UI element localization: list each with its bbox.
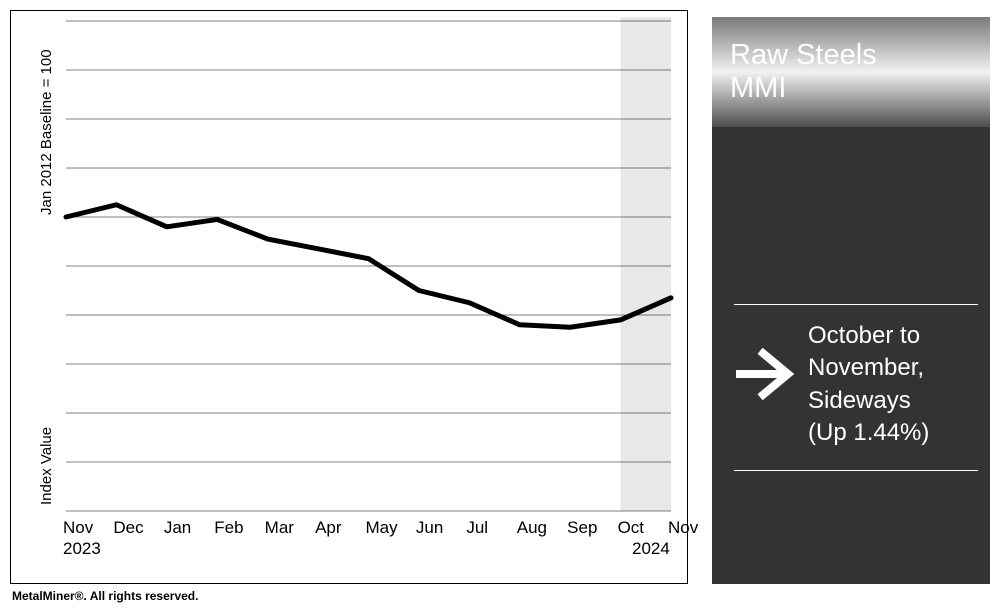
yaxis-label-baseline: Jan 2012 Baseline = 100 — [38, 49, 55, 215]
xaxis-tick-label: Jul — [466, 518, 488, 538]
sidebar-title-line2: MMI — [730, 72, 786, 104]
yaxis-label-indexvalue: Index Value — [38, 427, 55, 505]
xaxis-tick-label: Jun — [416, 518, 443, 538]
xaxis-tick-label: Jan — [164, 518, 191, 538]
trend-line2: November, — [808, 354, 924, 381]
xaxis-year-left: 2023 — [63, 539, 101, 559]
xaxis-tick-label: Aug — [517, 518, 547, 538]
sidebar-panel: Raw Steels MMI — [712, 17, 990, 584]
trend-rule-top — [734, 304, 978, 305]
trend-line3: Sideways — [808, 387, 911, 414]
xaxis-tick-label: May — [366, 518, 398, 538]
xaxis-tick-label: Nov — [63, 518, 93, 538]
xaxis-tick-label: Oct — [618, 518, 644, 538]
xaxis-tick-label: Nov — [668, 518, 698, 538]
xaxis-tick-label: Sep — [567, 518, 597, 538]
xaxis-tick-label: Mar — [265, 518, 294, 538]
chart-frame — [10, 10, 688, 584]
xaxis-tick-label: Dec — [113, 518, 143, 538]
trend-summary-text: October to November, Sideways (Up 1.44%) — [808, 320, 929, 450]
sidebar-title: Raw Steels MMI — [730, 39, 877, 106]
xaxis-tick-label: Feb — [214, 518, 243, 538]
trend-rule-bottom — [734, 470, 978, 471]
copyright-footnote: MetalMiner®. All rights reserved. — [12, 589, 198, 603]
figure-root: Jan 2012 Baseline = 100 Index Value Nov D… — [0, 0, 1000, 611]
xaxis-tick-label: Apr — [315, 518, 341, 538]
arrow-right-icon — [734, 345, 792, 403]
line-chart — [11, 11, 689, 585]
trend-line1: October to — [808, 322, 920, 349]
xaxis-year-right: 2024 — [632, 539, 670, 559]
sidebar-title-line1: Raw Steels — [730, 39, 877, 71]
trend-line4: (Up 1.44%) — [808, 419, 929, 446]
sidebar-header: Raw Steels MMI — [712, 17, 990, 127]
